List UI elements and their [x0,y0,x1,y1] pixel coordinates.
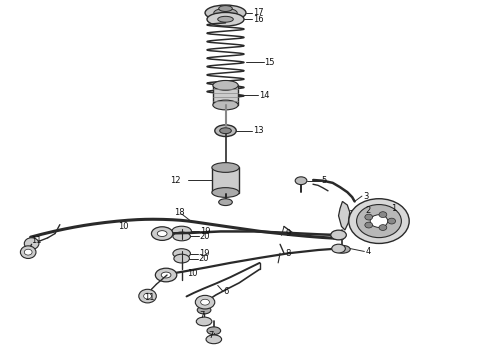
Text: 18: 18 [174,208,185,217]
Ellipse shape [214,8,237,17]
Text: 19: 19 [199,249,209,258]
Ellipse shape [219,199,232,206]
Text: 19: 19 [200,226,210,235]
Ellipse shape [155,268,177,282]
Ellipse shape [295,177,307,185]
Text: 5: 5 [321,176,327,185]
Text: 11: 11 [144,293,154,302]
Ellipse shape [207,13,244,26]
Ellipse shape [218,16,233,22]
Ellipse shape [144,293,151,299]
Ellipse shape [173,249,191,258]
Ellipse shape [365,214,372,220]
Ellipse shape [331,230,346,240]
Ellipse shape [215,125,236,136]
Ellipse shape [196,295,215,309]
Ellipse shape [370,215,388,228]
Ellipse shape [219,6,232,12]
Text: 10: 10 [118,222,129,231]
Text: 2: 2 [366,206,370,215]
Text: 14: 14 [259,91,269,100]
Ellipse shape [161,272,171,278]
Ellipse shape [349,199,409,243]
Ellipse shape [379,212,387,217]
Ellipse shape [197,306,211,314]
Text: 15: 15 [265,58,275,67]
Ellipse shape [388,218,395,224]
Ellipse shape [207,327,220,335]
Ellipse shape [174,254,190,263]
Text: 9: 9 [286,229,291,238]
Text: 12: 12 [171,176,181,185]
Ellipse shape [173,232,191,241]
Ellipse shape [379,225,387,230]
Ellipse shape [365,222,372,228]
Text: 1: 1 [391,204,396,213]
Ellipse shape [212,188,239,197]
Ellipse shape [196,317,212,326]
Text: 4: 4 [366,247,370,256]
Polygon shape [339,202,350,230]
Ellipse shape [220,128,231,134]
Ellipse shape [357,204,401,238]
Ellipse shape [205,5,246,21]
Text: 3: 3 [363,192,368,201]
Text: 20: 20 [200,232,210,241]
Text: 8: 8 [286,249,291,258]
Ellipse shape [21,246,36,258]
Ellipse shape [139,289,156,303]
Bar [212,167,239,193]
Ellipse shape [206,335,221,344]
Ellipse shape [335,246,350,253]
Text: 7: 7 [199,311,205,320]
Text: 13: 13 [253,126,264,135]
Text: 17: 17 [253,8,264,17]
Text: 20: 20 [199,254,209,263]
Ellipse shape [24,238,39,249]
Ellipse shape [213,81,238,90]
Ellipse shape [172,226,192,236]
Text: 11: 11 [30,235,41,244]
Ellipse shape [157,231,167,237]
Bar [213,85,238,105]
Text: 7: 7 [208,330,214,339]
Ellipse shape [24,249,32,255]
Ellipse shape [213,100,238,110]
Text: 10: 10 [188,269,198,278]
Ellipse shape [332,244,345,253]
Ellipse shape [201,299,209,305]
Ellipse shape [212,163,239,172]
Text: 16: 16 [253,15,264,24]
Text: 6: 6 [223,287,229,296]
Ellipse shape [151,227,173,240]
